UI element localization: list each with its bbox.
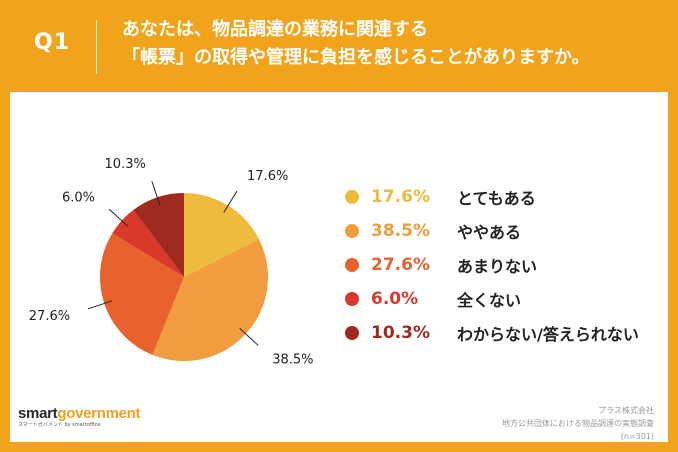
source-note: プラス株式会社 地方公共団体における物品調達の実態調査 (n=301) xyxy=(502,404,654,443)
pie-data-label: 6.0% xyxy=(62,191,95,206)
header-divider xyxy=(96,20,97,74)
legend-percent: 38.5% xyxy=(371,221,430,241)
legend-percent: 27.6% xyxy=(371,255,430,275)
legend-label: わからない/答えられない xyxy=(457,325,639,344)
pie-leader-line xyxy=(151,181,161,206)
legend-percent: 6.0% xyxy=(371,289,419,309)
pie-slice xyxy=(112,209,184,277)
logo-subtitle: スマートガバメント by smartoffice xyxy=(18,422,101,428)
legend-label: 全くない xyxy=(457,291,522,310)
legend-dot xyxy=(345,224,359,238)
question-header: Q1 あなたは、物品調達の業務に関連する 「帳票」の取得や管理に負担を感じること… xyxy=(0,0,678,92)
pie-leader-line xyxy=(223,190,238,213)
question-number: Q1 xyxy=(34,30,71,55)
legend-percent: 10.3% xyxy=(371,323,430,343)
legend-item: 38.5% ややある xyxy=(345,214,639,248)
question-text: あなたは、物品調達の業務に関連する 「帳票」の取得や管理に負担を感じることがあり… xyxy=(122,16,590,72)
pie-data-label: 38.5% xyxy=(272,352,313,367)
legend-label: ややある xyxy=(457,223,522,242)
pie-data-label: 27.6% xyxy=(29,309,70,324)
smartgovernment-logo: smartgovernment スマートガバメント by smartoffice xyxy=(18,405,141,429)
chart-panel: 17.6% 38.5% 27.6% 6.0% 10.3% 17.6% とてもある 38.5%… xyxy=(10,92,668,442)
legend-label: とてもある xyxy=(457,189,536,208)
pie-data-label: 17.6% xyxy=(247,169,288,184)
pie-slice xyxy=(99,233,184,355)
pie-leader-line xyxy=(239,327,259,346)
legend-dot xyxy=(345,190,359,204)
legend-item: 27.6% あまりない xyxy=(345,248,639,282)
chart-legend: 17.6% とてもある 38.5% ややある 27.6% あまりない 6.0% 全くない 10.… xyxy=(345,180,639,350)
source-sample-size: (n=301) xyxy=(620,432,654,441)
legend-dot xyxy=(345,258,359,272)
pie-slice xyxy=(152,239,268,361)
pie-leader-line xyxy=(108,208,129,227)
legend-dot xyxy=(345,326,359,340)
pie-slice xyxy=(133,193,184,277)
legend-label: あまりない xyxy=(457,257,538,276)
question-line-2: 「帳票」の取得や管理に負担を感じることがありますか。 xyxy=(122,47,590,68)
legend-item: 17.6% とてもある xyxy=(345,180,639,214)
logo-name-part2: government xyxy=(57,405,141,422)
legend-item: 10.3% わからない/答えられない xyxy=(345,316,639,350)
logo-name-part1: smart xyxy=(18,405,58,422)
legend-item: 6.0% 全くない xyxy=(345,282,639,316)
pie-chart: 17.6% 38.5% 27.6% 6.0% 10.3% xyxy=(29,157,314,367)
pie-data-label: 10.3% xyxy=(105,157,146,172)
pie-slice xyxy=(184,193,260,277)
source-survey: 地方公共団体における物品調達の実態調査 xyxy=(502,419,654,428)
source-company: プラス株式会社 xyxy=(598,406,654,415)
legend-percent: 17.6% xyxy=(371,187,430,207)
question-line-1: あなたは、物品調達の業務に関連する xyxy=(122,19,428,40)
pie-leader-line xyxy=(87,300,113,310)
legend-dot xyxy=(345,292,359,306)
